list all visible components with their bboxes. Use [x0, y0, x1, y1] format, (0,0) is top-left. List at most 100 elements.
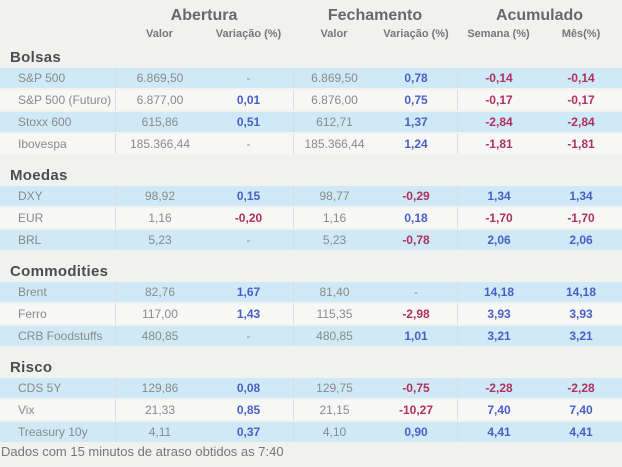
cell-mes: -2,28 [567, 381, 595, 395]
row-label: CDS 5Y [18, 381, 62, 395]
cell-fechamento-variacao: 0,75 [404, 93, 428, 107]
cell-mes: 1,34 [569, 189, 593, 203]
row-label: EUR [18, 211, 44, 225]
cell-abertura-valor: 185.366,44 [115, 134, 204, 154]
header-spacer [0, 26, 115, 42]
row-label: Vix [18, 403, 35, 417]
cell-abertura-variacao: - [246, 329, 251, 343]
cell-abertura-valor: 82,76 [115, 282, 204, 302]
cell-abertura-variacao: 0,08 [236, 381, 261, 395]
table-row: Brent 82,76 1,67 81,40 - 14,18 14,18 [0, 282, 622, 302]
table-row: EUR 1,16 -0,20 1,16 0,18 -1,70 -1,70 [0, 208, 622, 228]
section-title-risco: Risco [10, 359, 53, 376]
table-header-groups: Abertura Fechamento Acumulado [0, 0, 622, 26]
column-header-fechamento-variacao: Variação (%) [383, 28, 449, 40]
cell-abertura-valor: 480,85 [115, 326, 204, 346]
cell-mes: -2,84 [567, 115, 595, 129]
table-row: BRL 5,23 - 5,23 -0,78 2,06 2,06 [0, 230, 622, 250]
header-spacer [0, 6, 115, 26]
cell-semana: -0,14 [457, 68, 540, 88]
cell-fechamento-variacao: 0,18 [404, 211, 428, 225]
cell-fechamento-variacao: - [414, 285, 418, 299]
table-row: CRB Foodstuffs 480,85 - 480,85 1,01 3,21… [0, 326, 622, 346]
cell-abertura-valor: 5,23 [115, 230, 204, 250]
section-title-bolsas: Bolsas [10, 49, 61, 66]
cell-semana: -2,28 [457, 378, 540, 398]
cell-abertura-variacao: 0,51 [236, 115, 261, 129]
cell-mes: 2,06 [569, 233, 593, 247]
cell-fechamento-valor: 81,40 [293, 282, 375, 302]
cell-fechamento-valor: 21,15 [293, 400, 375, 420]
column-header-abertura-variacao: Variação (%) [215, 28, 282, 40]
cell-abertura-variacao: 0,37 [236, 425, 261, 439]
cell-semana: 7,40 [457, 400, 540, 420]
cell-abertura-variacao: -0,20 [234, 211, 263, 225]
cell-semana: 14,18 [457, 282, 540, 302]
cell-abertura-valor: 4,11 [115, 422, 204, 442]
row-label: Stoxx 600 [18, 115, 72, 129]
row-label: CRB Foodstuffs [18, 329, 103, 343]
row-label: BRL [18, 233, 42, 247]
column-header-fechamento-valor: Valor [320, 28, 348, 40]
cell-fechamento-variacao: 0,90 [404, 425, 428, 439]
row-label: Treasury 10y [18, 425, 88, 439]
cell-abertura-valor: 6.869,50 [115, 68, 204, 88]
cell-mes: -1,70 [567, 211, 595, 225]
column-header-semana: Semana (%) [467, 28, 530, 40]
cell-fechamento-variacao: 1,37 [404, 115, 428, 129]
cell-abertura-valor: 129,86 [115, 378, 204, 398]
cell-fechamento-valor: 185.366,44 [293, 134, 375, 154]
table-row: S&P 500 (Futuro) 6.877,00 0,01 6.876,00 … [0, 90, 622, 110]
cell-abertura-valor: 98,92 [115, 186, 204, 206]
cell-abertura-variacao: 0,85 [236, 403, 261, 417]
cell-fechamento-variacao: 0,78 [404, 71, 428, 85]
cell-fechamento-variacao: -0,29 [402, 189, 430, 203]
table-row: Ferro 117,00 1,43 115,35 -2,98 3,93 3,93 [0, 304, 622, 324]
cell-abertura-variacao: 1,43 [236, 307, 261, 321]
cell-semana: -2,84 [457, 112, 540, 132]
table-row: DXY 98,92 0,15 98,77 -0,29 1,34 1,34 [0, 186, 622, 206]
cell-abertura-valor: 1,16 [115, 208, 204, 228]
row-label: Brent [18, 285, 47, 299]
cell-fechamento-valor: 5,23 [293, 230, 375, 250]
section-title-commodities: Commodities [10, 263, 109, 280]
cell-fechamento-valor: 115,35 [293, 304, 375, 324]
cell-fechamento-variacao: -0,78 [402, 233, 430, 247]
cell-semana: 2,06 [457, 230, 540, 250]
row-label: DXY [18, 189, 43, 203]
cell-fechamento-valor: 4,10 [293, 422, 375, 442]
cell-fechamento-variacao: 1,24 [404, 137, 428, 151]
cell-mes: 3,93 [569, 307, 593, 321]
cell-mes: 4,41 [569, 425, 593, 439]
cell-fechamento-valor: 6.876,00 [293, 90, 375, 110]
column-group-fechamento: Fechamento [327, 7, 423, 24]
cell-abertura-variacao: - [246, 71, 251, 85]
cell-semana: 4,41 [457, 422, 540, 442]
cell-fechamento-variacao: -0,75 [402, 381, 430, 395]
cell-fechamento-valor: 98,77 [293, 186, 375, 206]
cell-semana: -0,17 [457, 90, 540, 110]
cell-fechamento-valor: 480,85 [293, 326, 375, 346]
cell-fechamento-valor: 129,75 [293, 378, 375, 398]
row-label: Ibovespa [18, 137, 67, 151]
cell-abertura-variacao: - [246, 233, 251, 247]
cell-fechamento-variacao: -10,27 [398, 403, 434, 417]
cell-fechamento-valor: 6.869,50 [293, 68, 375, 88]
table-header-subcolumns: Valor Variação (%) Valor Variação (%) Se… [0, 26, 622, 42]
cell-mes: -0,14 [567, 71, 595, 85]
cell-abertura-valor: 6.877,00 [115, 90, 204, 110]
table-row: Ibovespa 185.366,44 - 185.366,44 1,24 -1… [0, 134, 622, 154]
cell-abertura-valor: 615,86 [115, 112, 204, 132]
cell-semana: 1,34 [457, 186, 540, 206]
cell-semana: -1,81 [457, 134, 540, 154]
table-row: Stoxx 600 615,86 0,51 612,71 1,37 -2,84 … [0, 112, 622, 132]
row-label: S&P 500 (Futuro) [18, 93, 112, 107]
table-row: Vix 21,33 0,85 21,15 -10,27 7,40 7,40 [0, 400, 622, 420]
table-row: S&P 500 6.869,50 - 6.869,50 0,78 -0,14 -… [0, 68, 622, 88]
column-group-abertura: Abertura [170, 7, 238, 24]
cell-fechamento-variacao: 1,01 [404, 329, 428, 343]
cell-fechamento-valor: 612,71 [293, 112, 375, 132]
cell-semana: -1,70 [457, 208, 540, 228]
table-row: Treasury 10y 4,11 0,37 4,10 0,90 4,41 4,… [0, 422, 622, 442]
